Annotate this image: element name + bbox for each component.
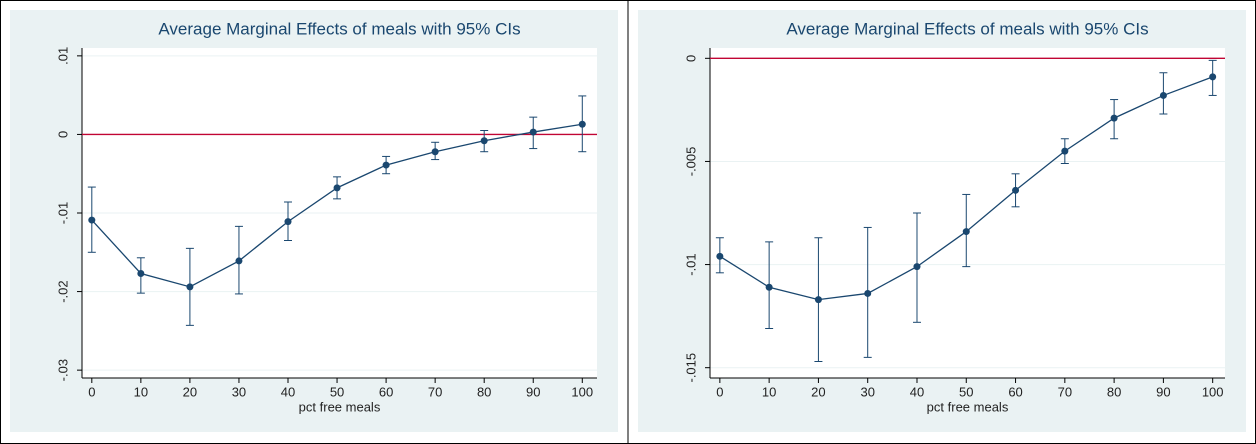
chart-title: Average Marginal Effects of meals with 9… — [786, 19, 1148, 38]
x-tick-label: 100 — [571, 384, 593, 399]
x-tick-label: 0 — [88, 384, 95, 399]
x-tick-label: 100 — [1202, 384, 1224, 399]
x-tick-label: 90 — [526, 384, 540, 399]
x-tick-label: 80 — [477, 384, 491, 399]
x-axis-title: pct free meals — [927, 399, 1009, 414]
x-tick-label: 70 — [1058, 384, 1072, 399]
y-tick-label: -.02 — [55, 280, 70, 302]
point — [186, 283, 194, 291]
point — [333, 184, 341, 192]
point — [1159, 91, 1167, 99]
point — [431, 148, 439, 156]
point — [529, 128, 537, 136]
plot-area — [710, 48, 1225, 378]
x-tick-label: 60 — [379, 384, 393, 399]
x-tick-label: 30 — [860, 384, 874, 399]
x-tick-label: 10 — [134, 384, 148, 399]
point — [864, 289, 872, 297]
x-tick-label: 20 — [811, 384, 825, 399]
x-tick-label: 20 — [183, 384, 197, 399]
point — [284, 218, 292, 226]
y-tick-label: -.01 — [683, 253, 698, 275]
x-tick-label: 50 — [330, 384, 344, 399]
point — [814, 296, 822, 304]
x-tick-label: 10 — [762, 384, 776, 399]
x-tick-label: 70 — [428, 384, 442, 399]
point — [716, 252, 724, 260]
x-tick-label: 0 — [716, 384, 723, 399]
point — [962, 228, 970, 236]
x-tick-label: 80 — [1107, 384, 1121, 399]
y-tick-label: 0 — [55, 131, 70, 138]
point — [480, 137, 488, 145]
y-tick-label: -.03 — [55, 359, 70, 381]
point — [235, 257, 243, 265]
point — [382, 161, 390, 169]
y-tick-label: .01 — [55, 47, 70, 65]
y-tick-label: -.005 — [683, 147, 698, 177]
point — [913, 263, 921, 271]
x-tick-label: 40 — [281, 384, 295, 399]
point — [137, 270, 145, 277]
chart-title: Average Marginal Effects of meals with 9… — [158, 19, 520, 38]
point — [765, 283, 773, 291]
point — [1209, 73, 1217, 81]
y-tick-label: -.01 — [55, 202, 70, 224]
point — [1012, 186, 1020, 194]
y-tick-label: -.015 — [683, 353, 698, 383]
point — [578, 120, 586, 128]
x-axis-title: pct free meals — [299, 399, 381, 414]
y-tick-label: 0 — [683, 55, 698, 62]
x-tick-label: 60 — [1008, 384, 1022, 399]
x-tick-label: 40 — [910, 384, 924, 399]
x-tick-label: 30 — [232, 384, 246, 399]
x-tick-label: 90 — [1156, 384, 1170, 399]
point — [88, 216, 96, 224]
point — [1061, 147, 1069, 155]
x-tick-label: 50 — [959, 384, 973, 399]
point — [1110, 114, 1118, 122]
